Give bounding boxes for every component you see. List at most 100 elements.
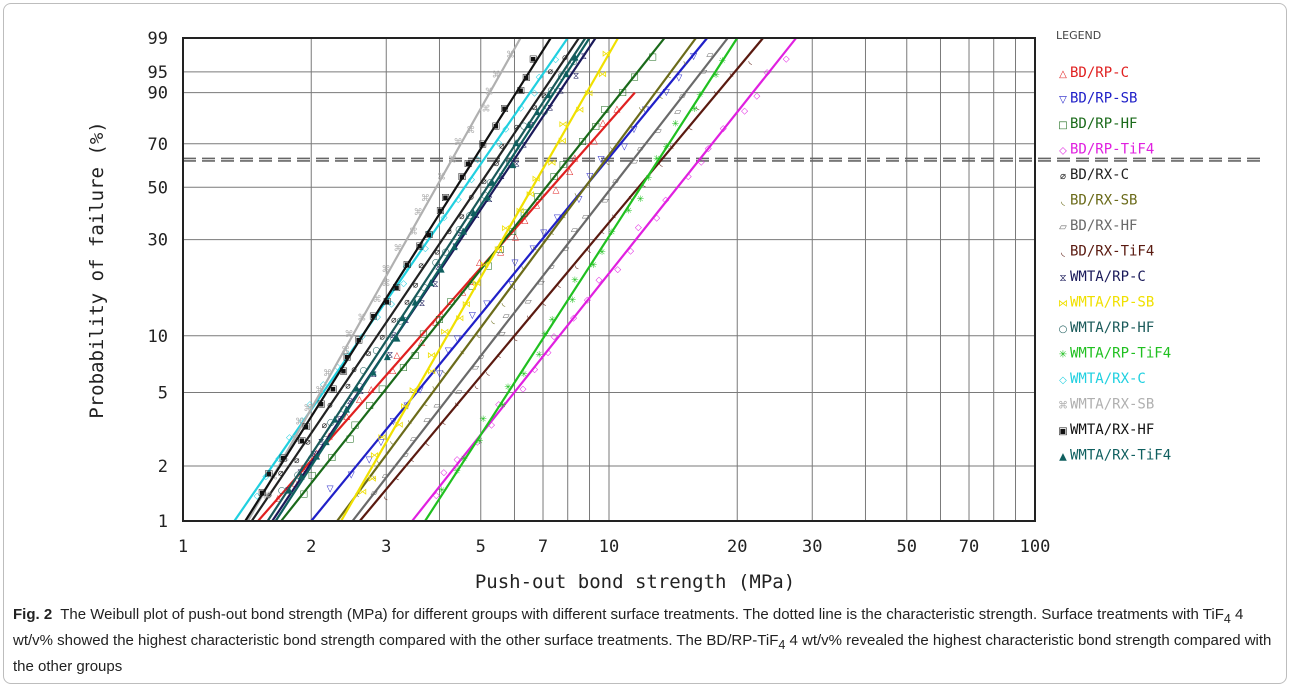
data-point-marker: ◟: [557, 280, 561, 290]
data-point-marker: ⌘: [448, 156, 457, 166]
legend-label: WMTA/RX-TiF4: [1070, 448, 1171, 464]
data-point-marker: △: [368, 385, 375, 395]
data-point-marker: ✳: [590, 261, 598, 271]
x-tick-label: 20: [727, 537, 747, 557]
data-point-marker: ⌘: [303, 404, 312, 414]
data-point-marker: ◟: [575, 261, 579, 271]
data-point-marker: ⧖: [419, 299, 425, 309]
data-point-marker: ◇: [433, 491, 440, 501]
data-point-marker: ◇: [374, 313, 381, 323]
data-point-marker: □: [365, 401, 374, 411]
data-point-marker: ⧖: [558, 86, 564, 96]
data-point-marker: ◟: [587, 178, 591, 188]
data-point-marker: ▱: [477, 352, 484, 362]
data-point-marker: □: [600, 105, 609, 115]
data-point-marker: ▣: [354, 335, 363, 345]
data-point-marker: ◟: [629, 191, 633, 201]
x-tick-label: 100: [1020, 537, 1051, 557]
data-point-marker: ▽: [445, 347, 452, 357]
data-point-marker: ▲: [509, 160, 516, 170]
y-tick-label: 50: [148, 178, 168, 198]
data-point-marker: ⌀: [541, 91, 547, 101]
data-point-marker: ⋈: [516, 207, 525, 217]
y-tick-label: 70: [148, 135, 168, 155]
data-point-marker: ⌀: [446, 227, 452, 237]
data-point-marker: ◇: [635, 223, 642, 233]
data-point-marker: ▽: [454, 334, 461, 344]
data-point-marker: ⌘: [295, 417, 304, 427]
data-point-marker: ○: [547, 86, 555, 96]
data-point-marker: ▣: [516, 86, 525, 96]
data-point-marker: ◇: [764, 68, 771, 78]
data-point-marker: ○: [520, 122, 528, 132]
data-point-marker: ⌀: [278, 468, 284, 478]
data-point-marker: ✳: [653, 154, 661, 164]
data-point-marker: ○: [442, 248, 450, 258]
data-point-marker: ▣: [425, 230, 434, 240]
x-tick-label: 1: [178, 537, 188, 557]
data-point-marker: ⋈: [547, 159, 556, 169]
data-point-marker: □: [346, 434, 355, 444]
legend-label: BD/RP-TiF4: [1070, 142, 1154, 158]
data-point-marker: ▲: [534, 107, 541, 117]
data-point-marker: ⧖: [581, 52, 587, 62]
data-point-marker: ▽: [642, 106, 649, 116]
data-point-marker: ✳: [460, 455, 468, 465]
data-point-marker: ◟: [575, 189, 579, 199]
data-point-marker: ◇: [741, 106, 748, 116]
data-point-marker: ▣: [392, 283, 401, 293]
data-point-marker: ▲: [489, 178, 496, 188]
data-point-marker: ⌀: [391, 315, 397, 325]
legend-label: WMTA/RX-C: [1070, 371, 1146, 387]
data-point-marker: ▲: [545, 90, 552, 100]
data-point-marker: ◟: [748, 56, 752, 66]
data-point-marker: ▣: [369, 311, 378, 321]
y-tick-label: 1: [158, 512, 168, 532]
data-point-marker: ▣: [403, 260, 412, 270]
legend-label: WMTA/RP-C: [1070, 269, 1146, 285]
series-fit-line: [246, 37, 522, 522]
data-point-marker: ✳: [479, 415, 487, 425]
data-point-marker: ◟: [390, 437, 394, 447]
series-fit-line: [340, 37, 619, 522]
legend-label: BD/RP-C: [1070, 65, 1129, 81]
data-point-marker: ⌀: [459, 212, 465, 222]
data-point-marker: ▽: [554, 213, 561, 223]
data-point-marker: ⌀: [305, 437, 311, 447]
legend-label: BD/RX-TiF4: [1070, 244, 1154, 260]
data-point-marker: ▲: [331, 415, 338, 425]
y-tick-label: 30: [148, 231, 168, 251]
data-point-marker: ○: [360, 366, 368, 376]
legend-item: ⧖ WMTA/RP-C: [1059, 269, 1145, 285]
data-point-marker: ▱: [562, 244, 569, 254]
legend-label: BD/RX-HF: [1070, 218, 1137, 234]
data-point-marker: ⌀: [266, 491, 272, 501]
chart-grid: [183, 38, 1035, 521]
data-point-marker: ○: [307, 454, 315, 464]
data-point-marker: ▽: [469, 311, 476, 321]
series-fit-line: [351, 37, 729, 522]
data-point-marker: ▲: [572, 53, 579, 63]
data-point-marker: ◟: [610, 142, 614, 152]
data-point-marker: ✳: [499, 401, 507, 411]
data-point-marker: ○: [558, 71, 566, 81]
data-point-marker: □: [435, 315, 444, 325]
data-point-marker: ⧖: [528, 121, 534, 131]
legend-label: WMTA/RX-HF: [1070, 422, 1154, 438]
data-point-marker: ◇: [299, 416, 306, 426]
data-point-marker: ✳: [637, 195, 645, 205]
data-point-marker: ◇: [334, 363, 341, 373]
weibull-chart: △△△△△△△△△△△△△△△△△△△△△△△△△△▽▽▽▽▽▽▽▽▽▽▽▽▽▽…: [86, 29, 1262, 593]
data-point-marker: ◟: [670, 140, 674, 150]
data-point-marker: ✳: [696, 91, 704, 101]
data-point-marker: ▣: [279, 453, 288, 463]
data-point-marker: □: [351, 420, 360, 430]
data-point-marker: ◇: [584, 296, 591, 306]
data-point-marker: ⋈: [602, 50, 611, 60]
legend-marker: ▲: [1059, 452, 1067, 463]
data-point-marker: ⧖: [514, 160, 520, 170]
data-point-marker: ⋈: [358, 487, 367, 497]
data-point-marker: ⋈: [559, 120, 568, 130]
data-point-marker: ▱: [455, 388, 462, 398]
data-point-marker: ⌘: [454, 138, 463, 148]
